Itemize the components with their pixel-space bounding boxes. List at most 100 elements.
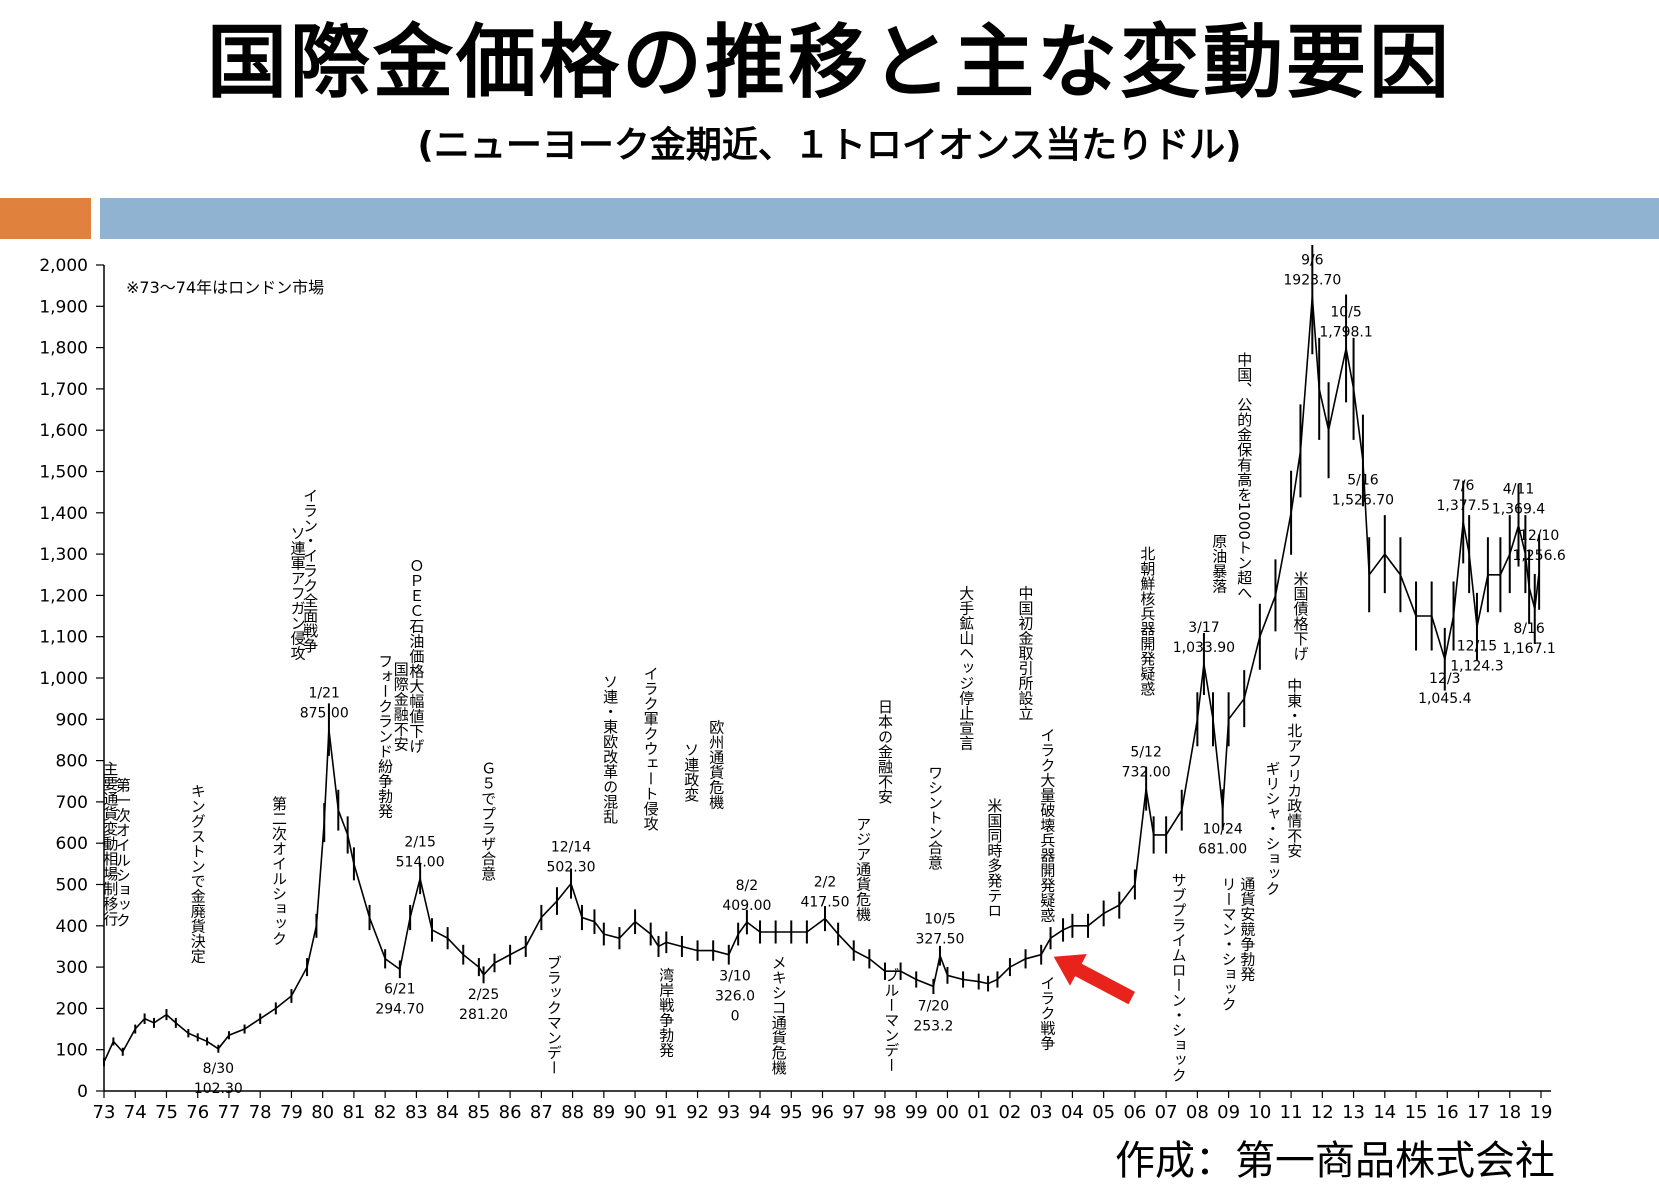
peak-label: 1,798.1 [1319, 324, 1372, 340]
peak-label: 2/15 [404, 835, 435, 851]
event-label: ソ連政変 [682, 742, 700, 802]
x-tick-label: 04 [1061, 1102, 1084, 1123]
event-label: フォークランド紛争勃発 [376, 653, 394, 819]
event-label: 原油暴落 [1210, 533, 1228, 593]
event-label: 欧州通貨危機 [707, 719, 725, 810]
x-tick-label: 80 [311, 1102, 334, 1123]
event-label: 第二次オイルショック [270, 795, 288, 946]
page-subtitle: (ニューヨーク金期近、１トロイオンス当たりドル) [417, 125, 1242, 166]
peak-label: 409.00 [722, 898, 771, 914]
peak-label: 9/6 [1301, 253, 1324, 269]
x-tick-label: 96 [811, 1102, 834, 1123]
event-label: イラク軍クウェート侵攻 [642, 666, 660, 831]
x-tick-label: 06 [1123, 1102, 1146, 1123]
peak-label: 10/5 [1330, 304, 1361, 320]
y-tick-label: 1,500 [39, 463, 88, 483]
peak-label: 1,369.4 [1492, 501, 1546, 517]
peak-label: 7/6 [1452, 478, 1475, 494]
y-tick-label: 1,100 [39, 628, 88, 648]
y-tick-label: 1,600 [39, 421, 88, 441]
event-label: ブラックマンデー [545, 955, 563, 1075]
peak-label: 1,045.4 [1418, 691, 1472, 707]
peak-label: 294.70 [375, 1001, 424, 1017]
peak-label: 7/20 [918, 998, 949, 1014]
peak-label: 3/17 [1188, 620, 1219, 636]
gold-price-chart: 01002003004005006007008009001,0001,1001,… [39, 245, 1566, 1123]
x-tick-label: 78 [249, 1102, 272, 1123]
y-tick-label: 900 [56, 710, 88, 730]
peak-label: 10/24 [1202, 822, 1242, 838]
peak-label: 514.00 [396, 855, 445, 871]
peak-label: 12/3 [1429, 671, 1460, 687]
y-tick-label: 1,400 [39, 504, 88, 524]
peak-label: 1,256.6 [1512, 548, 1566, 564]
y-tick-label: 0 [77, 1082, 88, 1102]
x-tick-label: 88 [561, 1102, 584, 1123]
event-label: リーマン・ショック [1220, 876, 1238, 1011]
x-tick-label: 83 [405, 1102, 428, 1123]
peak-label: 6/21 [384, 981, 415, 997]
event-label: 米国同時多発テロ [985, 798, 1003, 918]
y-tick-label: 100 [56, 1041, 88, 1061]
event-label: 国際金融不安 [392, 661, 410, 751]
x-tick-label: 75 [155, 1102, 178, 1123]
peak-label: 12/15 [1457, 639, 1497, 655]
event-label: 米国債格下げ [1291, 571, 1309, 661]
peak-label: 2/25 [468, 987, 499, 1003]
x-tick-label: 02 [998, 1102, 1021, 1123]
y-tick-label: 1,200 [39, 586, 88, 606]
page-title: 国際金価格の推移と主な変動要因 [207, 16, 1452, 109]
peak-label: 1,167.1 [1502, 641, 1555, 657]
peak-label: 681.00 [1198, 842, 1247, 858]
peak-label: 3/10 [719, 968, 750, 984]
x-tick-label: 18 [1498, 1102, 1521, 1123]
y-tick-label: 1,800 [39, 339, 88, 359]
x-tick-label: 17 [1467, 1102, 1490, 1123]
x-tick-label: 95 [780, 1102, 803, 1123]
y-tick-label: 700 [56, 793, 88, 813]
y-tick-label: 1,300 [39, 545, 88, 565]
peak-label: 10/5 [924, 912, 955, 928]
x-tick-label: 74 [124, 1102, 147, 1123]
x-tick-label: 13 [1342, 1102, 1365, 1123]
x-tick-label: 86 [499, 1102, 522, 1123]
price-line [103, 296, 1540, 1063]
x-tick-label: 03 [1030, 1102, 1053, 1123]
event-label: ＯＰＥＣ石油価格大幅値下げ [407, 558, 425, 753]
y-tick-label: 800 [56, 752, 88, 772]
peak-label: 1,124.3 [1450, 659, 1503, 675]
x-tick-label: 77 [218, 1102, 241, 1123]
peak-label: 12/10 [1519, 528, 1559, 544]
event-label: イラク大量破壊兵器開発疑惑 [1038, 728, 1056, 923]
peak-label: 417.50 [800, 895, 849, 911]
event-label: キングストンで金廃貨決定 [189, 783, 207, 964]
event-label: メキシコ通貨危機 [770, 955, 788, 1076]
peak-label: 102.30 [194, 1081, 243, 1097]
x-tick-label: 76 [186, 1102, 209, 1123]
y-tick-label: 300 [56, 958, 88, 978]
event-label: 中国初金取引所設立 [1017, 585, 1035, 720]
x-tick-label: 14 [1373, 1102, 1396, 1123]
peak-label: 875.00 [300, 706, 349, 722]
x-tick-label: 16 [1436, 1102, 1459, 1123]
peak-label: 12/14 [551, 840, 591, 856]
peak-label: 1923.70 [1283, 273, 1341, 289]
x-tick-label: 11 [1280, 1102, 1303, 1123]
x-tick-label: 87 [530, 1102, 553, 1123]
peak-label: 8/30 [203, 1061, 234, 1077]
x-tick-label: 12 [1311, 1102, 1334, 1123]
x-tick-label: 15 [1405, 1102, 1428, 1123]
peak-label: 5/16 [1347, 472, 1379, 488]
x-tick-label: 79 [280, 1102, 303, 1123]
event-label: イラン・イラク全面戦争 [301, 488, 319, 654]
x-tick-label: 97 [842, 1102, 865, 1123]
x-tick-label: 09 [1217, 1102, 1240, 1123]
y-tick-label: 500 [56, 876, 88, 896]
x-tick-label: 89 [592, 1102, 615, 1123]
event-label: イラク戦争 [1038, 975, 1056, 1051]
peak-label: 732.00 [1122, 765, 1171, 781]
event-label: 湾岸戦争勃発 [657, 967, 675, 1058]
x-tick-label: 92 [686, 1102, 709, 1123]
x-tick-label: 10 [1248, 1102, 1271, 1123]
accent-bar-blue [100, 198, 1659, 239]
